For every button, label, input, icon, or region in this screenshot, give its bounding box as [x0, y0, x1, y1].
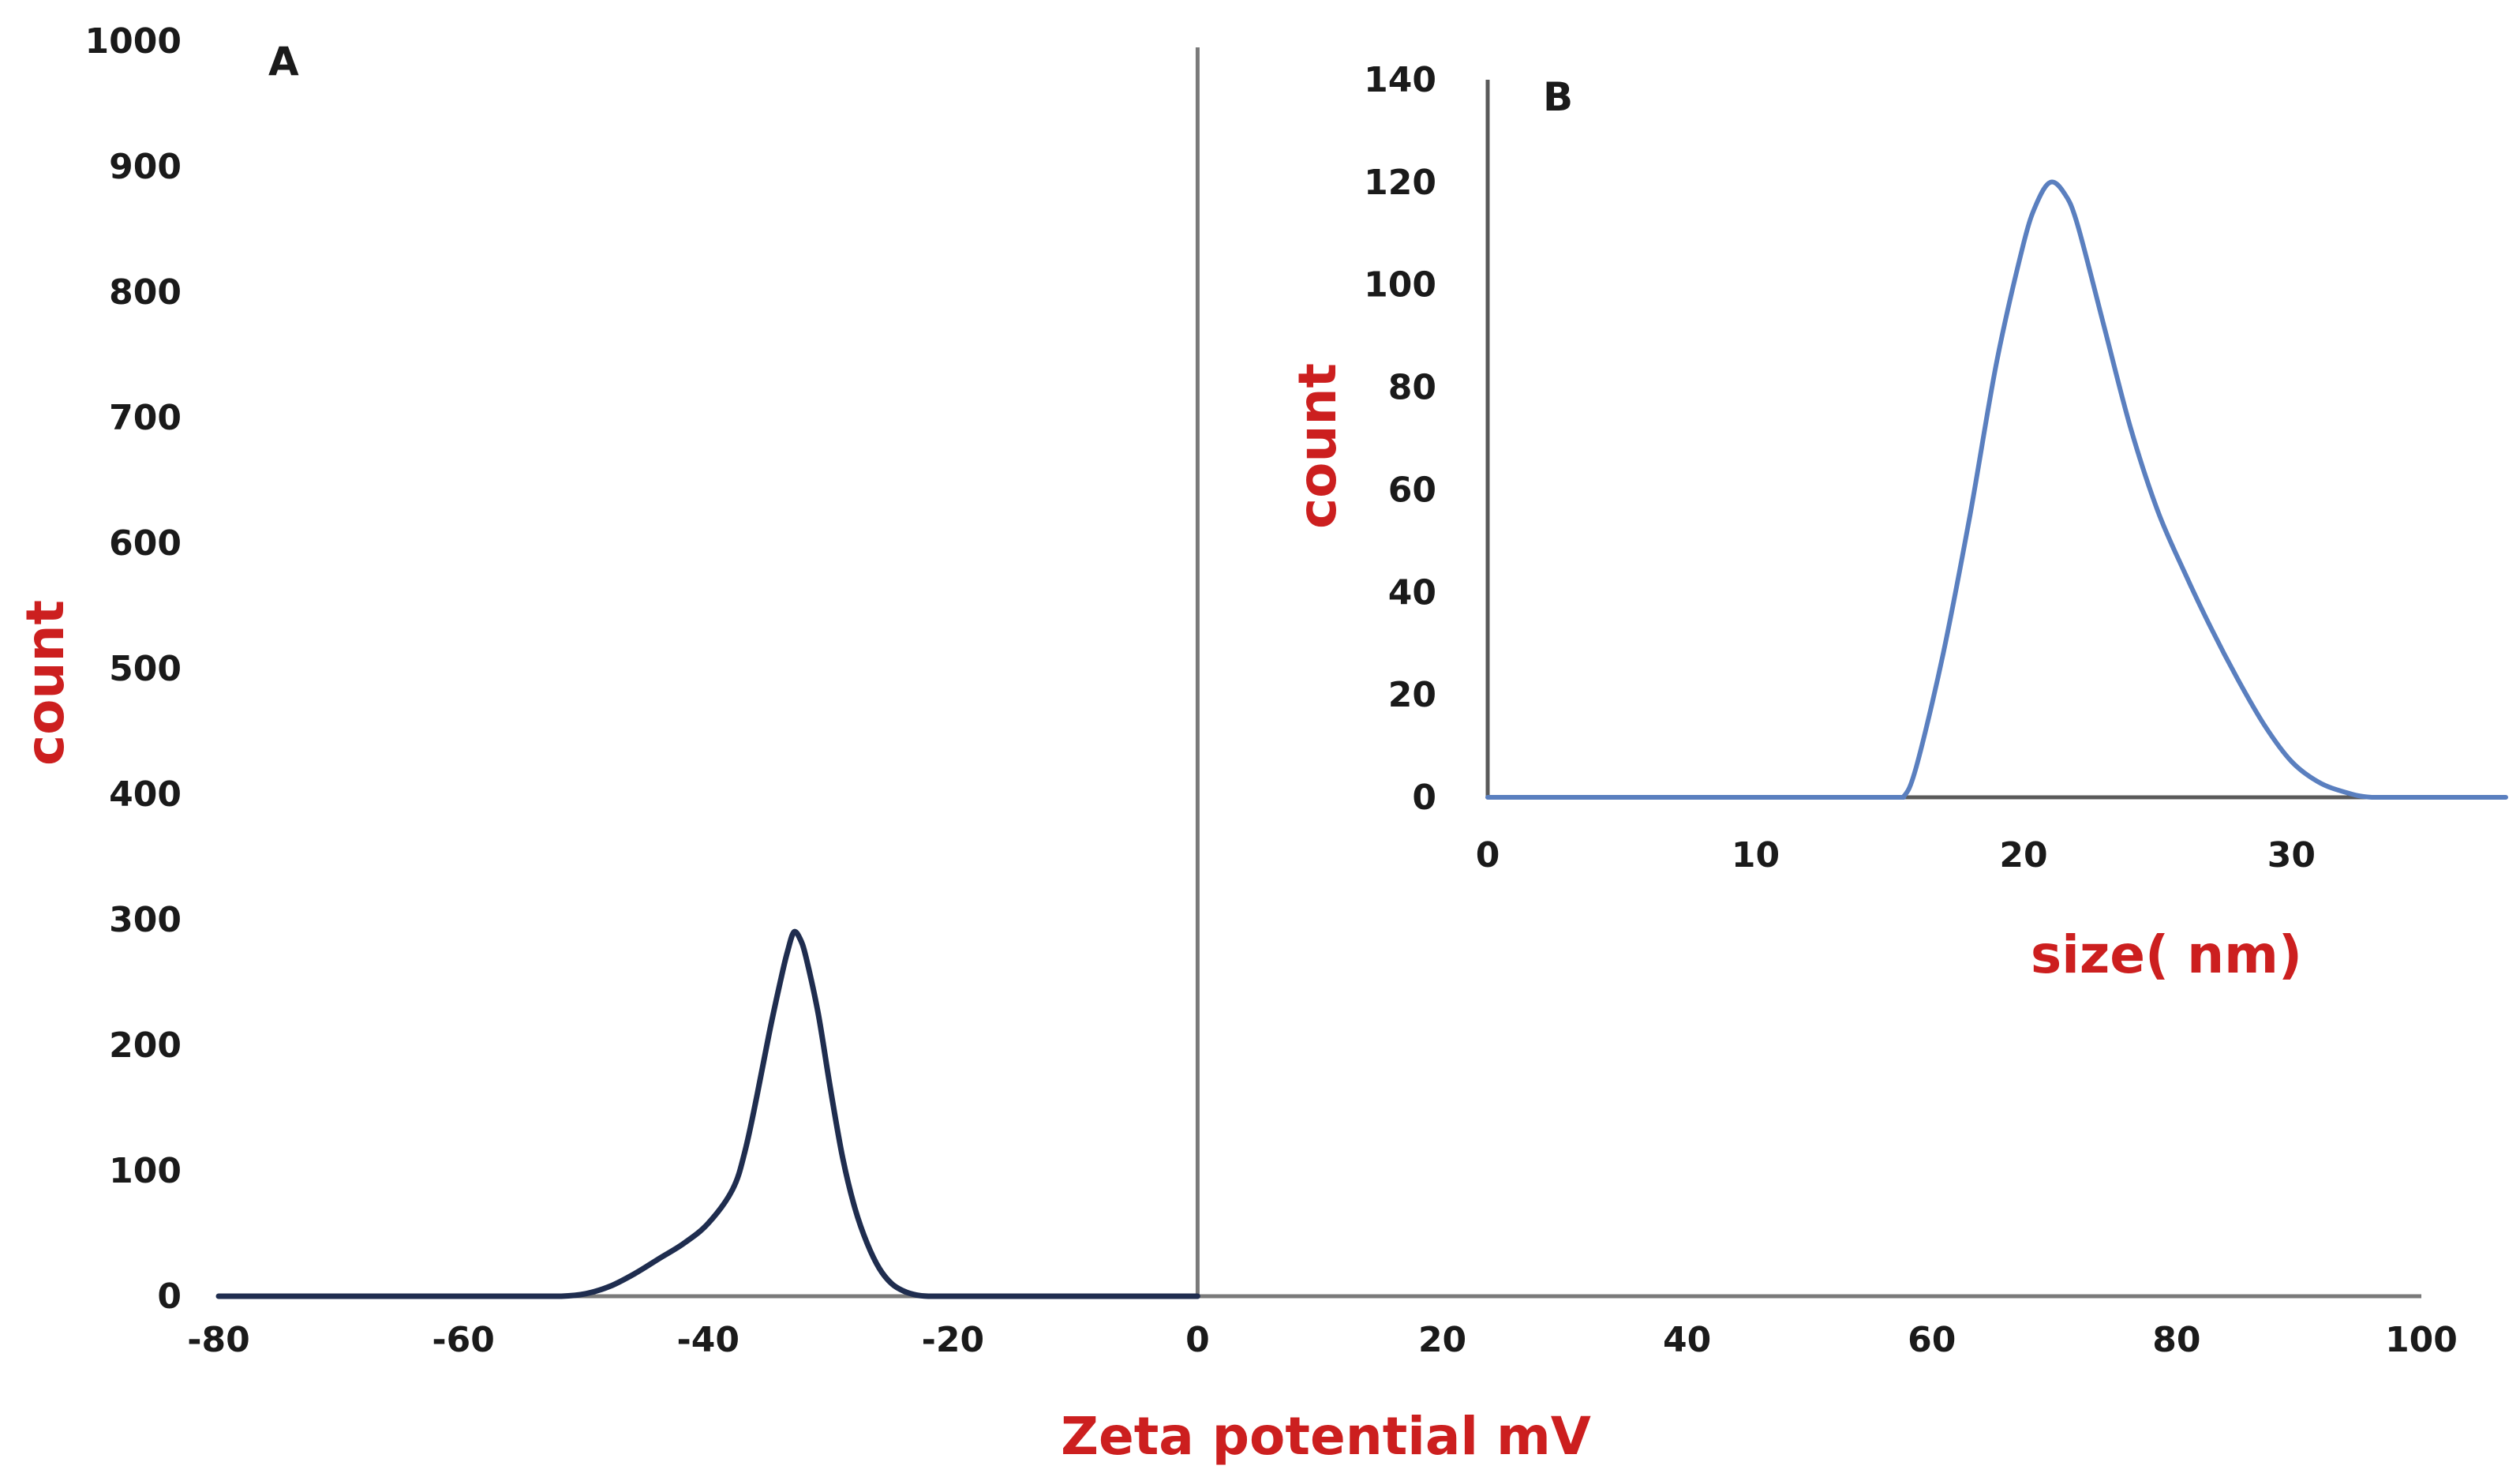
y-tick-label-b-1: 20	[1388, 675, 1436, 715]
y-tick-label-b-6: 120	[1364, 163, 1436, 203]
panel-label-a: A	[268, 39, 299, 84]
x-tick-label-a-4: 0	[1185, 1320, 1210, 1360]
y-tick-label-a-0: 0	[157, 1276, 182, 1317]
y-axis-title-a: count	[15, 600, 76, 766]
y-tick-label-b-3: 60	[1388, 470, 1436, 510]
y-tick-label-a-3: 300	[109, 900, 182, 940]
chart-a-zeta-potential: A Zeta potential mV count -80 -60 -40 -20 0 2…	[15, 21, 2458, 1467]
series-line-a-0	[215, 928, 1200, 1299]
y-tick-label-a-10: 1000	[85, 21, 182, 62]
series-line-b-0	[1485, 179, 2508, 800]
x-tick-label-a-3: -20	[922, 1320, 985, 1360]
x-tick-label-a-8: 80	[2152, 1320, 2200, 1360]
y-tick-label-a-2: 200	[109, 1025, 182, 1066]
y-tick-label-b-4: 80	[1388, 368, 1436, 408]
x-tick-label-a-5: 20	[1418, 1320, 1466, 1360]
x-tick-label-a-7: 60	[1908, 1320, 1956, 1360]
panel-label-b: B	[1543, 74, 1573, 120]
x-tick-label-a-0: -80	[187, 1320, 250, 1360]
x-tick-label-a-1: -60	[432, 1320, 495, 1360]
y-axis-title-b: count	[1287, 363, 1348, 529]
x-axis-title-b: size( nm)	[2031, 924, 2302, 985]
y-tick-label-a-1: 100	[109, 1151, 182, 1191]
x-tick-label-a-2: -40	[676, 1320, 740, 1360]
y-tick-label-b-2: 40	[1388, 572, 1436, 613]
x-tick-label-b-1: 10	[1732, 835, 1780, 875]
x-tick-label-a-9: 100	[2385, 1320, 2458, 1360]
y-tick-label-a-9: 900	[109, 147, 182, 187]
x-tick-label-b-0: 0	[1476, 835, 1500, 875]
y-tick-label-a-6: 600	[109, 523, 182, 564]
x-axis-title-a: Zeta potential mV	[1061, 1406, 1591, 1467]
y-tick-label-a-8: 800	[109, 272, 182, 313]
x-tick-label-a-6: 40	[1663, 1320, 1711, 1360]
y-tick-label-b-5: 100	[1364, 265, 1436, 306]
chart-b-size: B size( nm) count 0 10 20 30 0 20 40 60 80 100 120…	[1287, 60, 2508, 985]
y-tick-label-a-4: 400	[109, 774, 182, 815]
y-tick-label-a-5: 500	[109, 649, 182, 689]
x-tick-label-b-2: 20	[1999, 835, 2047, 875]
y-tick-label-b-0: 0	[1412, 778, 1436, 818]
y-tick-label-b-7: 140	[1364, 60, 1436, 100]
y-tick-label-a-7: 700	[109, 398, 182, 438]
x-tick-label-b-3: 30	[2267, 835, 2316, 875]
